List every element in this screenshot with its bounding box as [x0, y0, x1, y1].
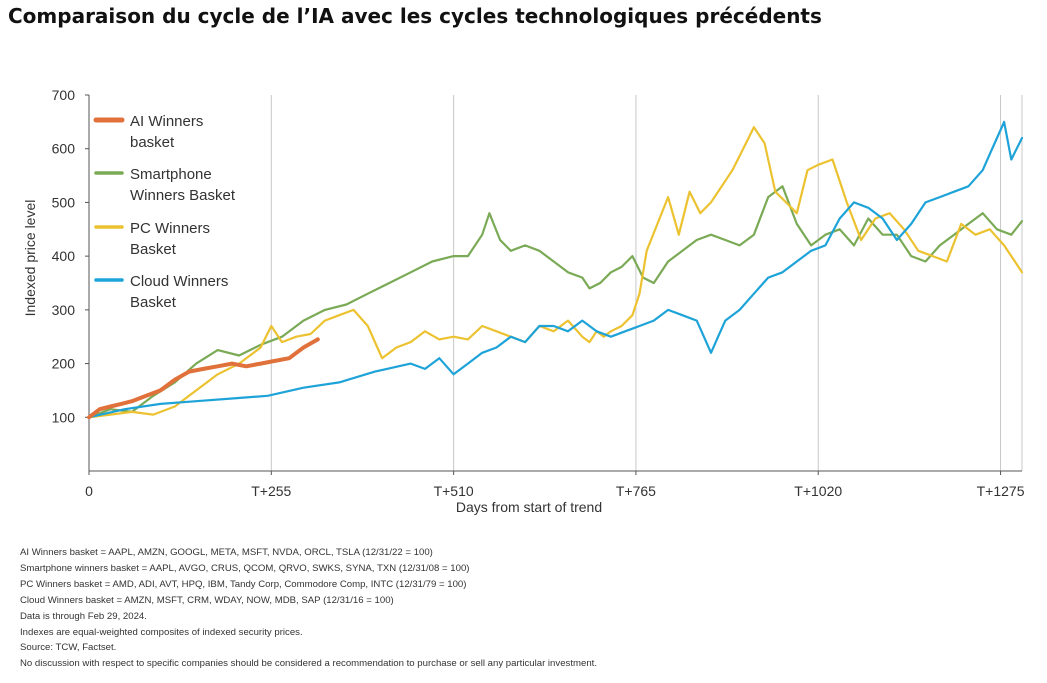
y-tick-label-2: 300 — [52, 302, 76, 318]
legend-label-2-line2: Basket — [130, 241, 177, 258]
y-tick-label-1: 200 — [52, 356, 76, 372]
line-chart: 100 200 300 400 500 600 700 0 T+255 T+510 T+765 T+… — [22, 87, 1025, 515]
footnote-2: PC Winners basket = AMD, ADI, AVT, HPQ, … — [20, 578, 467, 590]
axes — [85, 94, 1022, 475]
y-tick-label-5: 600 — [52, 141, 76, 157]
series-line-ai-winners-basket — [87, 337, 320, 420]
footnote-0: AI Winners basket = AAPL, AMZN, GOOGL, M… — [20, 547, 433, 558]
footnotes: AI Winners basket = AAPL, AMZN, GOOGL, M… — [20, 545, 597, 672]
x-tick-label-5: T+1275 — [977, 483, 1025, 499]
x-axis-label: Days from start of trend — [456, 499, 602, 515]
y-tick-labels: 100 200 300 400 500 600 700 — [52, 87, 76, 425]
legend-label-0-line2: basket — [130, 134, 175, 151]
page-title: Comparaison du cycle de l’IA avec les cy… — [8, 4, 822, 28]
y-axis-label: Indexed price level — [22, 200, 38, 317]
y-tick-label-0: 100 — [52, 409, 76, 425]
x-tick-label-1: T+255 — [251, 483, 291, 499]
legend-label-1-line1: Smartphone — [130, 166, 212, 183]
y-tick-label-4: 500 — [52, 194, 76, 210]
series-line-cloud-winners-basket — [87, 120, 1024, 419]
legend-label-2-line1: PC Winners — [130, 220, 210, 237]
footnote-3: Cloud Winners basket = AMZN, MSFT, CRM, … — [20, 594, 394, 606]
footnote-4: Data is through Feb 29, 2024. — [20, 610, 147, 622]
x-tick-label-2: T+510 — [434, 483, 474, 499]
legend-label-3-line1: Cloud Winners — [130, 273, 228, 290]
legend: AI Winners basket Smartphone Winners Basket… — [93, 113, 236, 311]
series-line-smartphone-winners-basket — [87, 185, 1024, 419]
series-lines — [87, 120, 1024, 420]
legend-label-1-line2: Winners Basket — [130, 187, 236, 204]
series-line-pc-winners-basket — [87, 126, 1024, 419]
legend-label-0-line1: AI Winners — [130, 113, 203, 130]
x-tick-label-4: T+1020 — [794, 483, 842, 499]
footnote-6: Source: TCW, Factset. — [20, 642, 117, 654]
footnote-5: Indexes are equal-weighted composites of… — [20, 626, 303, 638]
x-tick-labels: 0 T+255 T+510 T+765 T+1020 T+1275 — [85, 483, 1025, 499]
x-tick-label-3: T+765 — [616, 483, 656, 499]
grid-lines — [270, 95, 1023, 471]
legend-label-3-line2: Basket — [130, 294, 177, 311]
y-tick-label-6: 700 — [52, 87, 76, 103]
x-tick-label-0: 0 — [85, 483, 93, 499]
y-tick-label-3: 400 — [52, 248, 76, 264]
footnote-1: Smartphone winners basket = AAPL, AVGO, … — [20, 562, 470, 574]
footnote-7: No discussion with respect to specific c… — [20, 658, 597, 670]
